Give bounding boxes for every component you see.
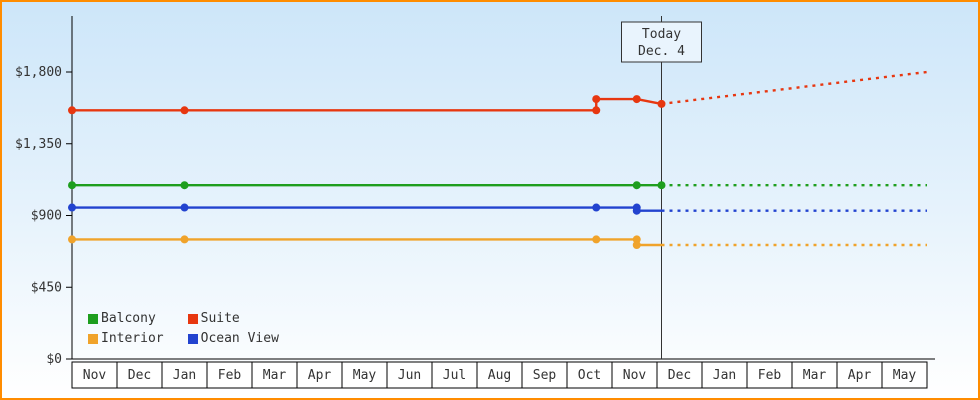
series-marker-balcony (180, 181, 189, 190)
series-marker-interior (180, 235, 189, 244)
y-axis-label: $450 (31, 280, 62, 295)
series-line-interior (72, 238, 662, 247)
month-label: Apr (848, 368, 872, 383)
series-projection-suite (661, 70, 928, 106)
month-label: Mar (263, 368, 287, 383)
series-marker-balcony (632, 181, 641, 190)
legend-swatch-ocean-view (187, 333, 198, 344)
month-cell (791, 361, 838, 389)
chart-legend: Balcony Suite Interior Ocean View (88, 311, 279, 346)
y-axis-label: $1,350 (15, 137, 62, 152)
series-line-suite (72, 97, 662, 112)
legend-label: Suite (200, 311, 240, 326)
month-cell (296, 361, 343, 389)
series-marker-suite (657, 99, 666, 108)
series-marker-ocean-view (68, 203, 76, 212)
series-marker-suite (632, 95, 641, 104)
today-annotation-date: Dec. 4 (638, 44, 685, 59)
legend-item-balcony: Balcony (88, 311, 164, 326)
series-marker-interior (68, 235, 76, 244)
month-label: Aug (488, 368, 511, 383)
series-marker-balcony (68, 181, 76, 190)
legend-label: Ocean View (200, 331, 279, 346)
month-label: Nov (623, 368, 647, 383)
month-cell (476, 361, 523, 389)
series-marker-suite (592, 106, 601, 115)
legend-item-ocean-view: Ocean View (187, 331, 279, 346)
month-cell (881, 361, 928, 389)
month-label: Feb (758, 368, 782, 383)
month-label: Dec (128, 368, 151, 383)
series-marker-interior (592, 235, 601, 244)
month-cell (206, 361, 253, 389)
series-marker-balcony (657, 181, 666, 190)
legend-item-interior: Interior (88, 331, 164, 346)
legend-swatch-suite (187, 313, 198, 324)
legend-label: Interior (101, 331, 164, 346)
month-cell (611, 361, 658, 389)
series-marker-ocean-view (180, 203, 189, 212)
today-annotation-box (621, 21, 702, 63)
series-marker-interior (632, 235, 641, 244)
month-label: Dec (668, 368, 691, 383)
month-label: May (353, 368, 377, 383)
month-label: Mar (803, 368, 827, 383)
series-marker-ocean-view (632, 206, 641, 215)
legend-item-suite: Suite (187, 311, 279, 326)
month-label: Feb (218, 368, 242, 383)
month-cell (71, 361, 118, 389)
month-label: Jul (443, 368, 466, 383)
legend-swatch-interior (88, 333, 98, 344)
series-marker-ocean-view (592, 203, 601, 212)
month-label: Jun (398, 368, 421, 383)
legend-swatch-balcony (88, 313, 98, 324)
series-marker-suite (68, 106, 76, 115)
month-label: May (893, 368, 917, 383)
series-marker-suite (180, 106, 189, 115)
month-cell (341, 361, 388, 389)
y-axis-label: $0 (46, 352, 62, 367)
month-label: Sep (533, 368, 557, 383)
month-cell (431, 361, 478, 389)
series-line-ocean-view (72, 206, 662, 212)
y-axis-label: $900 (31, 209, 62, 224)
month-label: Oct (578, 368, 601, 383)
month-cell (521, 361, 568, 389)
month-label: Nov (83, 368, 107, 383)
legend-label: Balcony (101, 311, 156, 326)
month-label: Jan (173, 368, 196, 383)
series-marker-suite (592, 95, 601, 104)
month-cell (836, 361, 883, 389)
month-cell (386, 361, 433, 389)
month-cell (656, 361, 703, 389)
month-label: Apr (308, 368, 332, 383)
today-annotation-title: Today (642, 27, 681, 42)
series-marker-interior (632, 240, 641, 249)
month-label: Jan (713, 368, 736, 383)
month-cell (161, 361, 208, 389)
y-axis-label: $1,800 (15, 65, 62, 80)
month-cell (566, 361, 613, 389)
